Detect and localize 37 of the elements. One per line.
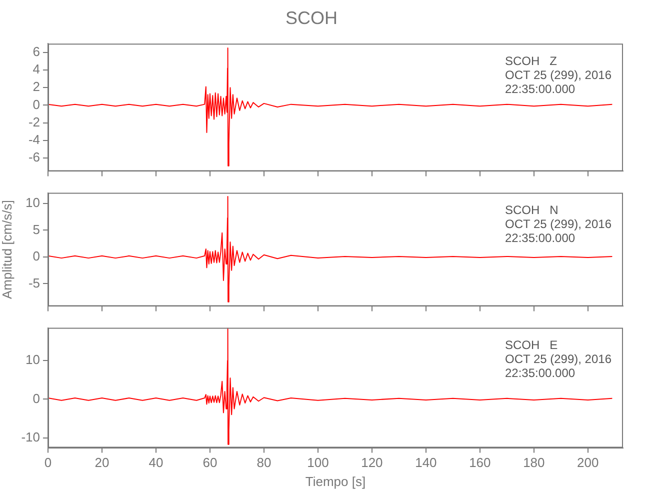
y-axis-title: Amplitud [cm/s/s] — [0, 200, 14, 299]
annotation: SCOH E — [505, 338, 558, 352]
y-tick-label: -4 — [28, 132, 40, 147]
y-tick-label: -6 — [28, 150, 40, 165]
y-tick-label: 2 — [32, 79, 40, 94]
x-tick-label: 60 — [202, 455, 218, 470]
y-tick-label: 5 — [32, 222, 40, 237]
x-tick-label: 160 — [469, 455, 491, 470]
x-tick-label: 80 — [256, 455, 272, 470]
x-tick-label: 20 — [94, 455, 110, 470]
y-tick-label: 10 — [26, 195, 40, 210]
x-tick-label: 40 — [148, 455, 164, 470]
annotation: SCOH N — [505, 203, 558, 218]
x-tick-label: 140 — [415, 455, 437, 470]
chart-title: SCOH — [285, 8, 338, 28]
y-tick-label: -10 — [21, 429, 40, 444]
x-tick-label: 200 — [577, 455, 599, 470]
x-tick-label: 120 — [361, 455, 383, 470]
x-tick-label: 0 — [44, 455, 52, 470]
annotation: SCOH Z — [505, 54, 558, 68]
annotation: OCT 25 (299), 2016 — [505, 68, 612, 82]
y-tick-label: 4 — [32, 62, 40, 77]
y-tick-label: 0 — [32, 96, 40, 112]
annotation: OCT 25 (299), 2016 — [505, 352, 612, 366]
annotation: OCT 25 (299), 2016 — [505, 217, 612, 232]
y-tick-label: -2 — [28, 114, 40, 130]
annotation: 22:35:00.000 — [505, 82, 576, 96]
annotation: 22:35:00.000 — [505, 231, 576, 246]
x-tick-label: 180 — [523, 455, 545, 470]
annotation: 22:35:00.000 — [505, 366, 576, 380]
x-tick-label: 100 — [307, 455, 329, 470]
x-axis-title: Tiempo [s] — [305, 474, 366, 489]
y-tick-label: 6 — [32, 44, 40, 59]
y-tick-label: 0 — [32, 390, 40, 406]
y-tick-label: 10 — [26, 352, 40, 368]
y-tick-label: 0 — [32, 248, 40, 264]
y-tick-label: -5 — [28, 275, 40, 290]
